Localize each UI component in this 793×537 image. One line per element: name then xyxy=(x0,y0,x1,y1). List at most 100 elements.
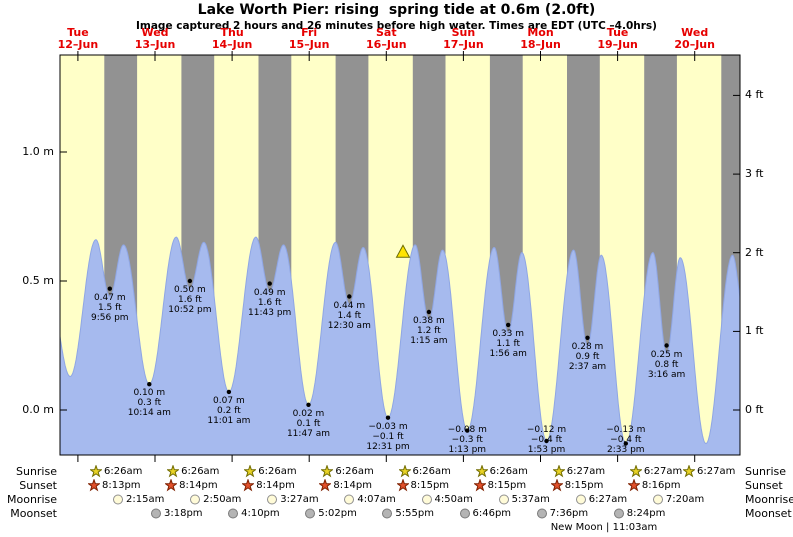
sunrise-star xyxy=(90,465,102,478)
tide-height-m: −0.03 m xyxy=(368,421,408,432)
sunset-star xyxy=(88,479,100,492)
high-tide-label: 0.49 m 1.6 ft 11:43 pm xyxy=(238,288,302,318)
day-label: Thu 14–Jun xyxy=(194,27,270,51)
moonset-circle xyxy=(382,508,393,519)
moonrise-time: 6:27am xyxy=(588,494,628,505)
day-date: 13–Jun xyxy=(134,38,176,51)
sunrise-star xyxy=(552,465,565,478)
day-weekday: Fri xyxy=(301,26,318,39)
sunset-entry: 8:14pm xyxy=(165,479,218,492)
tide-time: 2:37 am xyxy=(568,361,607,372)
moonrise-row-label-left: Moonrise xyxy=(7,493,57,506)
sunrise-entry: 6:26am xyxy=(90,465,142,478)
day-weekday: Thu xyxy=(220,26,244,39)
sunset-row-label-right: Sunset xyxy=(745,479,783,492)
day-label: Wed 13–Jun xyxy=(117,27,193,51)
high-tide-label: 0.47 m 1.5 ft 9:56 pm xyxy=(78,293,142,323)
tide-time: 2:33 pm xyxy=(607,445,645,455)
y-axis-label-meters: 1.0 m xyxy=(22,145,54,158)
day-date: 16–Jun xyxy=(366,38,407,51)
tide-height-ft: −0.3 ft xyxy=(451,435,483,445)
day-weekday: Mon xyxy=(527,26,554,39)
sunset-star xyxy=(627,479,640,492)
moonset-circle xyxy=(459,508,470,519)
high-tide-label: 0.28 m 0.9 ft 2:37 am xyxy=(556,342,620,372)
moonrise-entry: 4:50am xyxy=(421,493,473,506)
high-tide-dot xyxy=(426,309,432,315)
tide-height-ft: 0.9 ft xyxy=(575,351,600,362)
sunrise-entry: 6:26am xyxy=(321,465,374,478)
tide-height-m: 0.50 m xyxy=(174,285,206,295)
high-tide-dot xyxy=(347,294,352,299)
day-date: 19–Jun xyxy=(597,38,638,51)
tide-height-m: 0.44 m xyxy=(333,300,366,311)
day-date: 20–Jun xyxy=(674,38,715,51)
y-axis-label-feet: 1 ft xyxy=(745,324,764,338)
low-tide-dot xyxy=(226,389,232,395)
tide-height-ft: −0.4 ft xyxy=(610,435,642,445)
day-label: Tue 19–Jun xyxy=(580,27,656,51)
sunrise-time: 6:27am xyxy=(697,466,736,477)
day-weekday: Sun xyxy=(451,26,476,39)
chart-title: Lake Worth Pier: rising spring tide at 0… xyxy=(197,2,596,18)
sunrise-star xyxy=(475,465,488,478)
sunset-star xyxy=(396,479,409,492)
moonset-circle xyxy=(228,508,239,519)
moonset-circle xyxy=(536,508,547,519)
tide-height-ft: 0.1 ft xyxy=(296,418,321,429)
moonrise-circle xyxy=(190,494,201,505)
tide-height-m: −0.08 m xyxy=(447,425,487,435)
day-weekday: Wed xyxy=(681,26,709,39)
sunrise-star xyxy=(683,465,695,478)
day-date: 15–Jun xyxy=(288,38,330,51)
tide-height-m: 0.38 m xyxy=(413,316,445,326)
plot-frame xyxy=(59,54,741,456)
sunrise-time: 6:26am xyxy=(489,466,528,477)
low-tide-label: −0.08 m −0.3 ft 1:13 pm xyxy=(435,425,499,455)
low-tide-dot xyxy=(306,402,311,407)
sunrise-star xyxy=(244,465,257,478)
sunset-time: 8:13pm xyxy=(102,480,141,491)
sunset-star xyxy=(473,479,486,492)
moonrise-time: 7:20am xyxy=(665,494,705,505)
sunset-star xyxy=(242,479,255,492)
sunset-star xyxy=(242,479,255,492)
sunrise-time: 6:26am xyxy=(181,466,220,477)
moonset-entry: 3:18pm xyxy=(150,507,203,520)
moonset-circle xyxy=(151,508,161,519)
tide-height-m: −0.12 m xyxy=(526,425,567,435)
moonrise-circle xyxy=(113,494,123,505)
moonrise-circle xyxy=(575,494,586,505)
y-axis-label-meters: 0.5 m xyxy=(22,274,54,287)
tide-height-ft: 0.8 ft xyxy=(654,359,679,370)
tide-height-ft: 1.1 ft xyxy=(496,338,521,349)
sunset-star xyxy=(627,479,640,492)
sunrise-star xyxy=(475,465,488,478)
tide-height-m: 0.28 m xyxy=(571,341,604,352)
sunrise-star xyxy=(167,465,180,478)
day-label: Fri 15–Jun xyxy=(271,27,347,51)
moonrise-time: 4:07am xyxy=(357,494,396,505)
tide-height-ft: −0.1 ft xyxy=(372,431,404,442)
day-weekday: Wed xyxy=(141,26,169,39)
sunset-star xyxy=(396,479,409,492)
sunrise-time: 6:26am xyxy=(335,466,374,477)
sunrise-row-label-right: Sunrise xyxy=(745,465,787,478)
sunset-entry: 8:14pm xyxy=(242,479,295,492)
sunrise-star xyxy=(321,465,334,478)
low-tide-dot xyxy=(147,382,152,387)
tide-height-ft: 0.2 ft xyxy=(217,405,241,416)
moonset-time: 4:10pm xyxy=(241,508,280,519)
moonrise-entry: 6:27am xyxy=(575,493,627,506)
sunset-star xyxy=(165,479,178,492)
moonrise-circle xyxy=(190,494,201,505)
sunrise-row-label-left: Sunrise xyxy=(15,465,57,478)
moonset-circle xyxy=(305,508,316,519)
tide-curve-area xyxy=(59,236,741,456)
sunrise-entry: 6:27am xyxy=(683,465,735,478)
high-tide-dot xyxy=(506,322,511,328)
sunrise-entry: 6:26am xyxy=(167,465,219,478)
moonset-time: 8:24pm xyxy=(626,508,666,519)
sunset-entry: 8:13pm xyxy=(88,479,141,492)
